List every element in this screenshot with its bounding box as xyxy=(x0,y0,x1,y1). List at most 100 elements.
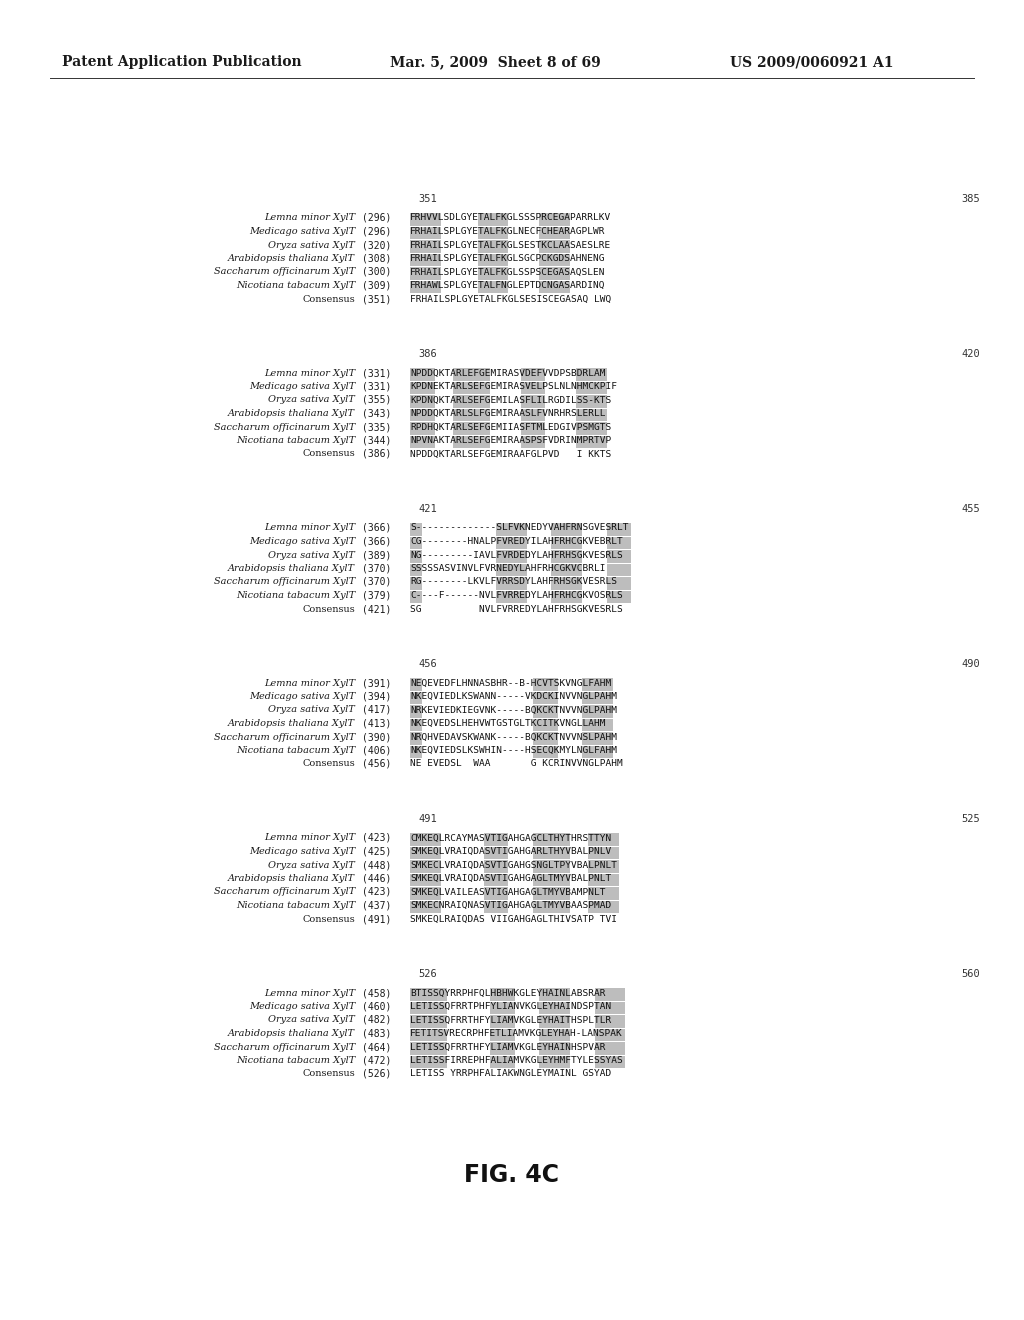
Text: Nicotiana tabacum XylT: Nicotiana tabacum XylT xyxy=(236,281,355,290)
Bar xyxy=(589,846,620,859)
Text: FIG. 4C: FIG. 4C xyxy=(465,1163,559,1187)
Text: NPDDQKTARLSLFGEMIRAASLFVNRHRSLERLL: NPDDQKTARLSLFGEMIRAASLFVNRHRSLERLL xyxy=(410,409,605,418)
Text: SMKEQLVAILEASVTIGAHGAGLTMYVBAMPNLT: SMKEQLVAILEASVTIGAHGAGLTMYVBAMPNLT xyxy=(410,887,605,896)
Text: (437): (437) xyxy=(362,900,391,911)
Text: Arabidopsis thaliana XylT: Arabidopsis thaliana XylT xyxy=(228,564,355,573)
Bar xyxy=(589,874,620,886)
Bar xyxy=(410,887,440,899)
Text: BTISSQYRRPHFQLHBHWKGLEYHAINLABSRAR: BTISSQYRRPHFQLHBHWKGLEYHAINLABSRAR xyxy=(410,989,605,998)
Bar xyxy=(607,590,632,603)
Bar xyxy=(534,833,570,846)
Text: FRHAILSPLGYETALFKGLNECFCHEARAGPLWR: FRHAILSPLGYETALFKGLNECFCHEARAGPLWR xyxy=(410,227,605,236)
Bar xyxy=(540,1002,570,1014)
Text: NKEQVIEDSLKSWHIN----HSECQKMYLNGLFAHM: NKEQVIEDSLKSWHIN----HSECQKMYLNGLFAHM xyxy=(410,746,617,755)
Text: (526): (526) xyxy=(362,1069,391,1078)
Bar xyxy=(552,590,583,603)
Text: 525: 525 xyxy=(962,814,980,824)
Text: (394): (394) xyxy=(362,692,391,701)
Text: KPDNQKTARLSEFGEMILASFLILRGDILSS-KTS: KPDNQKTARLSEFGEMILASFLILRGDILSS-KTS xyxy=(410,396,611,404)
Bar xyxy=(410,846,440,859)
Bar xyxy=(540,240,570,252)
Bar xyxy=(483,833,508,846)
Bar xyxy=(489,1041,514,1055)
Text: (464): (464) xyxy=(362,1041,391,1052)
Text: (331): (331) xyxy=(362,368,391,378)
Text: 560: 560 xyxy=(962,969,980,979)
Text: Saccharum officinarum XylT: Saccharum officinarum XylT xyxy=(214,268,355,276)
Text: RG--------LKVLFVRRSDYLAHFRHSGKVESRLS: RG--------LKVLFVRRSDYLAHFRHSGKVESRLS xyxy=(410,578,617,586)
Bar xyxy=(410,536,422,549)
Bar xyxy=(577,395,607,408)
Bar xyxy=(453,408,489,421)
Bar xyxy=(453,381,489,393)
Text: S--------------SLFVKNEDYVAHFRNSGVESRLT: S--------------SLFVKNEDYVAHFRNSGVESRLT xyxy=(410,524,629,532)
Bar xyxy=(410,733,422,744)
Bar xyxy=(410,900,440,913)
Bar xyxy=(410,564,422,576)
Text: Saccharum officinarum XylT: Saccharum officinarum XylT xyxy=(214,422,355,432)
Bar xyxy=(410,281,440,293)
Bar xyxy=(483,874,508,886)
Bar xyxy=(489,1002,514,1014)
Bar xyxy=(453,368,489,380)
Text: 386: 386 xyxy=(418,348,437,359)
Bar xyxy=(410,395,434,408)
Bar xyxy=(410,408,434,421)
Bar xyxy=(607,523,632,536)
Text: FRHVVLSDLGYETALFKGLSSSPRCEGAPARRLKV: FRHVVLSDLGYETALFKGLSSSPRCEGAPARRLKV xyxy=(410,214,611,223)
Bar xyxy=(410,705,422,718)
Text: 456: 456 xyxy=(418,659,437,669)
Bar xyxy=(489,1028,514,1041)
Bar xyxy=(520,368,546,380)
Text: 491: 491 xyxy=(418,814,437,824)
Bar xyxy=(477,240,508,252)
Text: Lemna minor XylT: Lemna minor XylT xyxy=(264,214,355,223)
Bar xyxy=(410,267,440,280)
Bar xyxy=(520,408,546,421)
Bar xyxy=(410,1028,446,1041)
Bar xyxy=(607,564,632,576)
Text: Arabidopsis thaliana XylT: Arabidopsis thaliana XylT xyxy=(228,409,355,418)
Text: Nicotiana tabacum XylT: Nicotiana tabacum XylT xyxy=(236,902,355,909)
Bar xyxy=(552,577,583,590)
Bar xyxy=(520,436,546,447)
Text: 455: 455 xyxy=(962,504,980,513)
Bar xyxy=(589,861,620,873)
Bar xyxy=(410,1015,446,1027)
Text: Arabidopsis thaliana XylT: Arabidopsis thaliana XylT xyxy=(228,1030,355,1038)
Text: (391): (391) xyxy=(362,678,391,688)
Bar xyxy=(534,861,570,873)
Text: SSSSSASVINVLFVRNEDYLAHFRHCGKVCBRLI: SSSSSASVINVLFVRNEDYLAHFRHCGKVCBRLI xyxy=(410,564,605,573)
Bar xyxy=(577,381,607,393)
Bar xyxy=(540,213,570,226)
Text: NKEQVIEDLKSWANN-----VKDCKINVVNGLPAHM: NKEQVIEDLKSWANN-----VKDCKINVVNGLPAHM xyxy=(410,692,617,701)
Bar xyxy=(410,987,446,1001)
Bar xyxy=(410,422,434,434)
Bar xyxy=(520,395,546,408)
Text: (351): (351) xyxy=(362,294,391,304)
Bar xyxy=(410,1056,446,1068)
Bar xyxy=(540,987,570,1001)
Bar xyxy=(410,381,434,393)
Bar xyxy=(595,1002,626,1014)
Text: NKEQVEDSLHEHVWTGSTGLTKCITKVNGLLAHM: NKEQVEDSLHEHVWTGSTGLTKCITKVNGLLAHM xyxy=(410,719,605,729)
Bar xyxy=(595,1041,626,1055)
Text: 420: 420 xyxy=(962,348,980,359)
Bar xyxy=(534,846,570,859)
Bar xyxy=(552,564,583,576)
Bar xyxy=(483,887,508,899)
Bar xyxy=(410,1041,446,1055)
Text: RPDHQKTARLSEFGEMIIASFTMLEDGIVPSMGTS: RPDHQKTARLSEFGEMIIASFTMLEDGIVPSMGTS xyxy=(410,422,611,432)
Bar xyxy=(489,1056,514,1068)
Bar xyxy=(410,213,440,226)
Text: (355): (355) xyxy=(362,395,391,405)
Text: SMKEQLVRAIQDASVTIGAHGARLTHYVBALPNLV: SMKEQLVRAIQDASVTIGAHGARLTHYVBALPNLV xyxy=(410,847,611,855)
Text: (425): (425) xyxy=(362,846,391,857)
Text: (423): (423) xyxy=(362,887,391,898)
Text: (335): (335) xyxy=(362,422,391,432)
Bar xyxy=(540,281,570,293)
Bar xyxy=(496,590,527,603)
Text: (421): (421) xyxy=(362,605,391,614)
Text: Lemna minor XylT: Lemna minor XylT xyxy=(264,678,355,688)
Text: SG          NVLFVRREDYLAHFRHSGKVESRLS: SG NVLFVRREDYLAHFRHSGKVESRLS xyxy=(410,605,623,614)
